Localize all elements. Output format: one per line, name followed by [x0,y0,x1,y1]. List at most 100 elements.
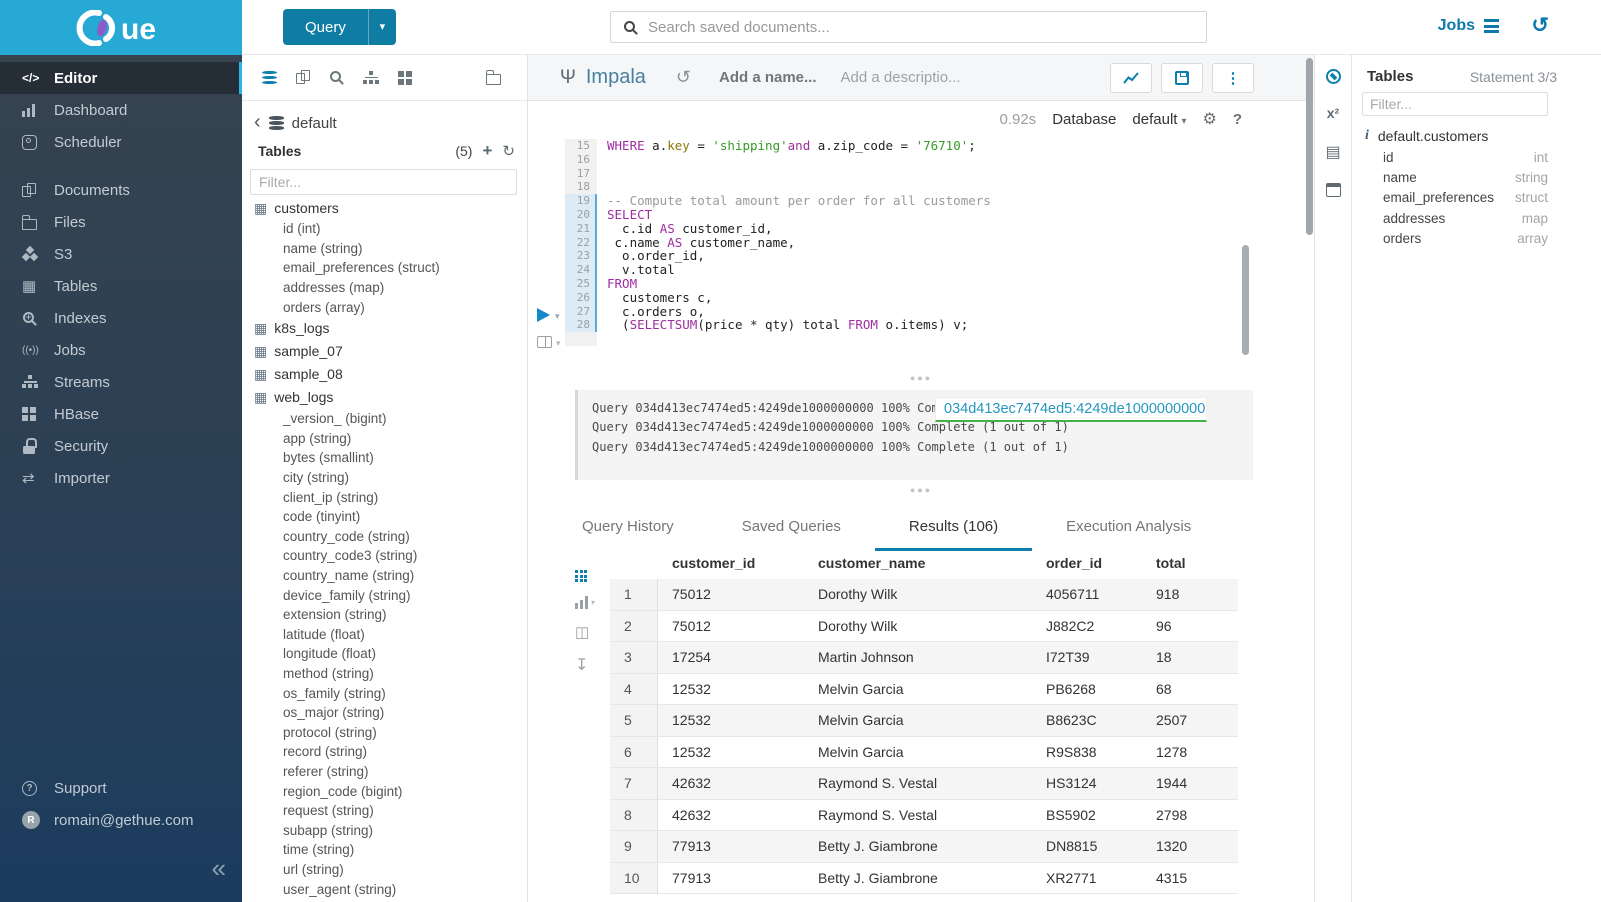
assist-filter-input[interactable]: Filter... [250,169,517,195]
code-line[interactable]: 15 WHERE a. key = 'shipping' and a.zip_cod… [565,139,991,153]
query-description-input[interactable]: Add a descriptio... [840,69,961,86]
chart-button[interactable] [1110,62,1152,93]
functions-icon[interactable]: x² [1326,105,1340,121]
query-id[interactable]: 034d413ec7474ed5:4249de1000000000 [944,401,1206,417]
code-line[interactable] [565,332,991,346]
resize-handle-top[interactable]: ●●● [909,373,933,383]
tree-column-item[interactable]: country_code (string) [283,528,410,544]
tree-table-item[interactable]: ▦ sample_07 [254,340,527,363]
tree-column-item[interactable]: bytes (smallint) [283,450,374,466]
database-selector[interactable]: default ▾ [1132,110,1187,128]
column-header[interactable]: customer_id [672,555,756,571]
sql-editor[interactable]: 15 WHERE a. key = 'shipping' and a.zip_cod… [565,139,991,346]
zoom-in-icon[interactable] [330,71,341,82]
back-chevron-icon[interactable]: ‹ [254,110,261,133]
sitemap-icon[interactable] [363,70,379,85]
tree-column-item[interactable]: addresses (map) [283,280,385,296]
resize-handle-bottom[interactable]: ●●● [909,485,933,495]
query-history-icon[interactable]: ↺ [675,67,691,87]
grid-view-icon[interactable] [575,570,595,582]
new-query-label[interactable]: Query [305,18,346,36]
right-column-item[interactable]: email_preferences struct [1352,188,1601,208]
tree-column-item[interactable]: protocol (string) [283,724,377,740]
collapse-sidebar-icon[interactable]: « [211,853,226,883]
tree-column-item[interactable]: app (string) [283,430,352,446]
sidebar-item-streams[interactable]: Streams [0,366,242,398]
code-line[interactable]: 22 c.name AS customer_name, [565,235,991,250]
tree-column-item[interactable]: time (string) [283,842,355,858]
more-actions-button[interactable]: ⋮ [1212,62,1254,93]
download-icon[interactable]: ↧ [575,657,589,674]
right-column-item[interactable]: addresses map [1352,208,1601,228]
tree-table-item[interactable]: ▦ sample_08 [254,363,527,386]
tree-column-item[interactable]: email_preferences (struct) [283,260,440,276]
info-icon[interactable]: i [1365,128,1369,143]
tree-table-item[interactable]: ▦ web_logs [254,386,527,409]
right-panel-filter-input[interactable]: Filter... [1362,92,1548,116]
tab-saved-queries[interactable]: Saved Queries [741,518,841,535]
tree-column-item[interactable]: os_major (string) [283,705,385,721]
sidebar-item-hbase[interactable]: HBase [0,398,242,430]
assistant-compass-icon[interactable] [1325,69,1341,84]
tree-column-item[interactable]: city (string) [283,470,350,486]
tree-column-item[interactable]: method (string) [283,665,374,681]
query-name-input[interactable]: Add a name... [719,69,817,86]
execute-options-caret-icon[interactable]: ▾ [555,311,560,321]
explain-book-icon[interactable] [537,335,552,353]
save-button[interactable] [1161,62,1203,93]
tree-column-item[interactable]: device_family (string) [283,587,411,603]
columns-view-icon[interactable]: ◫ [575,624,590,641]
column-header[interactable]: order_id [1046,555,1103,571]
tree-column-item[interactable]: user_agent (string) [283,881,397,897]
refresh-tables-icon[interactable]: ↻ [502,143,515,160]
tree-column-item[interactable]: subapp (string) [283,822,374,838]
right-column-item[interactable]: name string [1352,167,1601,187]
sidebar-footer-support[interactable]: ? Support [0,772,242,804]
tree-table-item[interactable]: ▦ k8s_logs [254,317,527,340]
tree-column-item[interactable]: name (string) [283,240,363,256]
tree-column-item[interactable]: region_code (bigint) [283,783,403,799]
tab-results-106-[interactable]: Results (106) [874,505,1033,551]
tree-table-item[interactable]: ▦ customers [254,196,527,219]
column-header[interactable]: total [1156,555,1186,571]
tree-column-item[interactable]: os_family (string) [283,685,386,701]
databases-source-icon[interactable] [262,70,277,85]
tree-column-item[interactable]: url (string) [283,861,344,877]
query-dropdown-caret-icon[interactable]: ▾ [367,9,396,45]
sidebar-item-dashboard[interactable]: Dashboard [0,94,242,126]
column-header[interactable]: customer_name [818,555,926,571]
right-column-item[interactable]: id int [1352,147,1601,167]
chart-view-control[interactable]: ▾ [575,596,595,609]
code-line[interactable]: 16 [565,152,991,167]
sidebar-item-importer[interactable]: ⇄ Importer [0,462,242,494]
sidebar-item-files[interactable]: Files [0,206,242,238]
hue-logo[interactable]: ue [0,0,242,55]
schedule-calendar-icon[interactable] [1325,183,1341,197]
code-line[interactable]: 17 [565,166,991,181]
tree-column-item[interactable]: extension (string) [283,607,387,623]
code-line[interactable]: 27 c.orders o, [565,304,991,319]
code-line[interactable]: 24 v.total [565,263,991,277]
sidebar-item-indexes[interactable]: Indexes [0,302,242,334]
code-line[interactable]: 23 o.order_id, [565,249,991,264]
tab-execution-analysis[interactable]: Execution Analysis [1066,518,1192,535]
code-line[interactable]: 19 -- Compute total amount per order for … [565,194,991,208]
sidebar-item-s3[interactable]: S3 [0,238,242,270]
sidebar-item-editor[interactable]: </> Editor [0,62,242,94]
execute-play-button[interactable] [537,308,550,322]
help-icon[interactable]: ? [1232,110,1242,128]
new-query-button[interactable]: Query ▾ [283,9,396,45]
database-name[interactable]: default [291,114,337,132]
code-line[interactable]: 20 SELECT [565,208,991,222]
tree-column-item[interactable]: id (int) [283,221,321,237]
active-table-row[interactable]: i default.customers [1352,125,1601,147]
tree-column-item[interactable]: code (tinyint) [283,509,361,525]
tree-column-item[interactable]: request (string) [283,803,374,819]
global-search-input[interactable]: Search saved documents... [610,11,1207,43]
right-column-item[interactable]: orders array [1352,228,1601,248]
code-line[interactable]: 21 c.id AS customer_id, [565,221,991,236]
sidebar-item-scheduler[interactable]: Scheduler [0,126,242,158]
tree-column-item[interactable]: longitude (float) [283,646,377,662]
tree-column-item[interactable]: country_code3 (string) [283,548,418,564]
